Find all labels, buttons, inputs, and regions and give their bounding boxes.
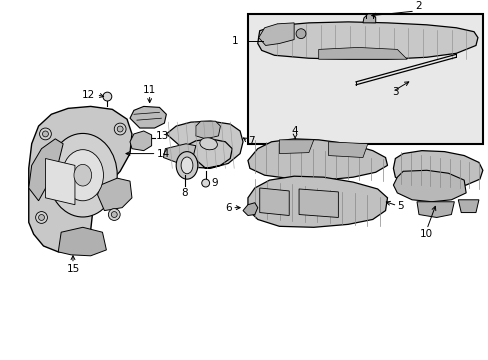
Text: 14: 14 — [156, 149, 169, 159]
Text: 5: 5 — [397, 201, 403, 211]
Polygon shape — [299, 189, 338, 217]
Text: 10: 10 — [419, 229, 432, 239]
Polygon shape — [247, 176, 386, 227]
Text: 15: 15 — [66, 264, 80, 274]
Text: 1: 1 — [231, 36, 238, 46]
Polygon shape — [97, 178, 132, 211]
Polygon shape — [130, 131, 151, 150]
Polygon shape — [29, 139, 63, 201]
Polygon shape — [29, 107, 132, 252]
Text: 8: 8 — [182, 188, 188, 198]
Text: 6: 6 — [225, 203, 232, 213]
Circle shape — [40, 128, 51, 140]
Polygon shape — [196, 121, 220, 139]
Circle shape — [108, 209, 120, 220]
Circle shape — [111, 212, 117, 217]
Circle shape — [36, 212, 47, 223]
Text: 2: 2 — [414, 1, 421, 11]
Ellipse shape — [181, 157, 192, 174]
Text: 3: 3 — [392, 87, 398, 97]
Polygon shape — [45, 158, 75, 205]
Polygon shape — [257, 22, 477, 59]
Polygon shape — [393, 170, 465, 202]
Polygon shape — [58, 227, 106, 256]
Text: 4: 4 — [291, 126, 298, 136]
Text: 12: 12 — [81, 90, 94, 100]
Text: 9: 9 — [211, 178, 218, 188]
Polygon shape — [393, 150, 482, 188]
Polygon shape — [416, 202, 453, 217]
Text: 7: 7 — [247, 136, 254, 146]
Polygon shape — [130, 107, 166, 128]
Ellipse shape — [74, 165, 91, 186]
Polygon shape — [163, 144, 196, 163]
Polygon shape — [362, 14, 375, 23]
Polygon shape — [247, 139, 386, 180]
Bar — [247, 14, 482, 144]
Circle shape — [42, 131, 48, 137]
Circle shape — [39, 215, 44, 220]
Circle shape — [202, 179, 209, 187]
Circle shape — [114, 123, 126, 135]
Circle shape — [296, 29, 305, 39]
Text: 11: 11 — [142, 85, 156, 95]
Polygon shape — [259, 188, 288, 216]
Text: 13: 13 — [155, 131, 168, 141]
Polygon shape — [243, 203, 257, 216]
Polygon shape — [457, 200, 478, 212]
Polygon shape — [328, 142, 367, 158]
Polygon shape — [318, 48, 407, 59]
Ellipse shape — [62, 150, 103, 201]
Ellipse shape — [176, 152, 198, 179]
Polygon shape — [166, 121, 243, 168]
Circle shape — [103, 92, 112, 101]
Ellipse shape — [200, 138, 217, 150]
Polygon shape — [258, 23, 294, 45]
Circle shape — [117, 126, 123, 132]
Polygon shape — [279, 140, 313, 154]
Ellipse shape — [48, 134, 117, 217]
